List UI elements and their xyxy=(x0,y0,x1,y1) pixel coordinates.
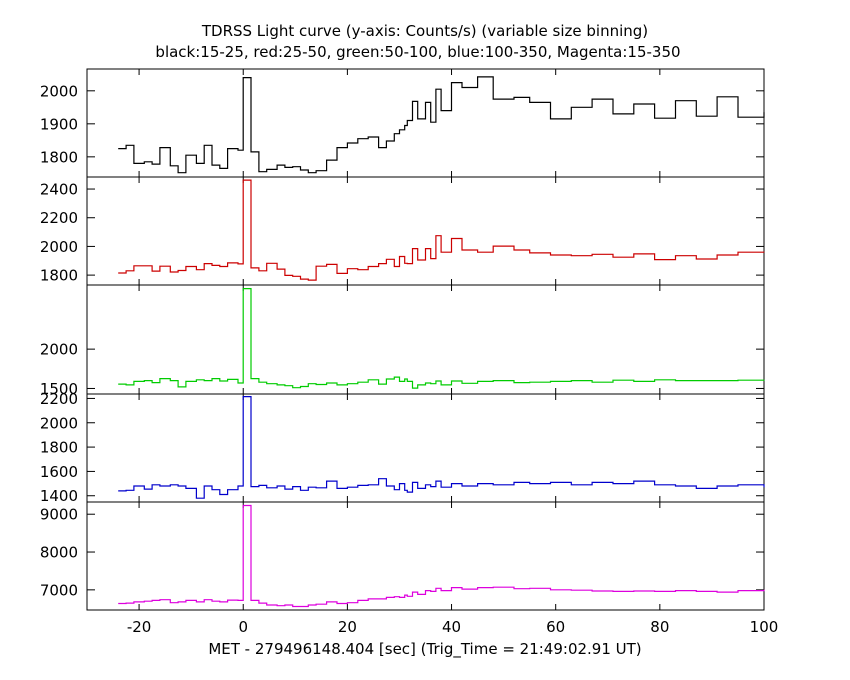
series-blue-line xyxy=(118,396,765,499)
series-red-line xyxy=(118,179,765,281)
y-tick-label: 8000 xyxy=(40,544,78,562)
y-tick-label: 9000 xyxy=(40,506,78,524)
x-tick-label: 0 xyxy=(238,618,248,636)
x-tick-label: 20 xyxy=(338,618,357,636)
y-tick-label: 2200 xyxy=(40,209,78,227)
y-tick-label: 2000 xyxy=(40,82,78,100)
y-tick-label: 1400 xyxy=(40,487,78,505)
y-tick-label: 2400 xyxy=(40,181,78,199)
y-tick-label: 2000 xyxy=(40,341,78,359)
y-tick-label: 1800 xyxy=(40,439,78,457)
y-tick-label: 2000 xyxy=(40,238,78,256)
y-tick-label: 1600 xyxy=(40,463,78,481)
plot-frame xyxy=(86,68,765,611)
x-axis-label: MET - 279496148.404 [sec] (Trig_Time = 2… xyxy=(208,640,642,658)
panel-black: 1800 1900 2000 xyxy=(40,69,765,177)
y-tick-label: 1800 xyxy=(40,267,78,285)
y-tick-label: 7000 xyxy=(40,581,78,599)
panel-green: 1500 2000 xyxy=(40,284,765,398)
chart-subtitle: black:15-25, red:25-50, green:50-100, bl… xyxy=(155,43,681,61)
x-tick-label: 80 xyxy=(650,618,669,636)
chart-title: TDRSS Light curve (y-axis: Counts/s) (va… xyxy=(201,22,649,40)
panel-blue: 1400 1600 1800 2000 2200 xyxy=(40,390,765,505)
y-tick-label: 1800 xyxy=(40,148,78,166)
y-tick-label: 1500 xyxy=(40,380,78,398)
x-tick-label: 60 xyxy=(546,618,565,636)
y-tick-label: 2000 xyxy=(40,414,78,432)
series-black-line xyxy=(118,76,765,174)
x-tick-label: 100 xyxy=(750,618,779,636)
x-tick-label: 40 xyxy=(442,618,461,636)
y-tick-label: 1900 xyxy=(40,115,78,133)
series-magenta-line xyxy=(118,504,765,608)
panel-magenta: 7000 8000 9000 xyxy=(40,501,765,610)
y-tick-label: 2200 xyxy=(40,390,78,408)
x-tick-label: -20 xyxy=(127,618,152,636)
panel-red: 1800 2000 2200 2400 xyxy=(40,176,765,285)
series-green-line xyxy=(118,288,765,389)
